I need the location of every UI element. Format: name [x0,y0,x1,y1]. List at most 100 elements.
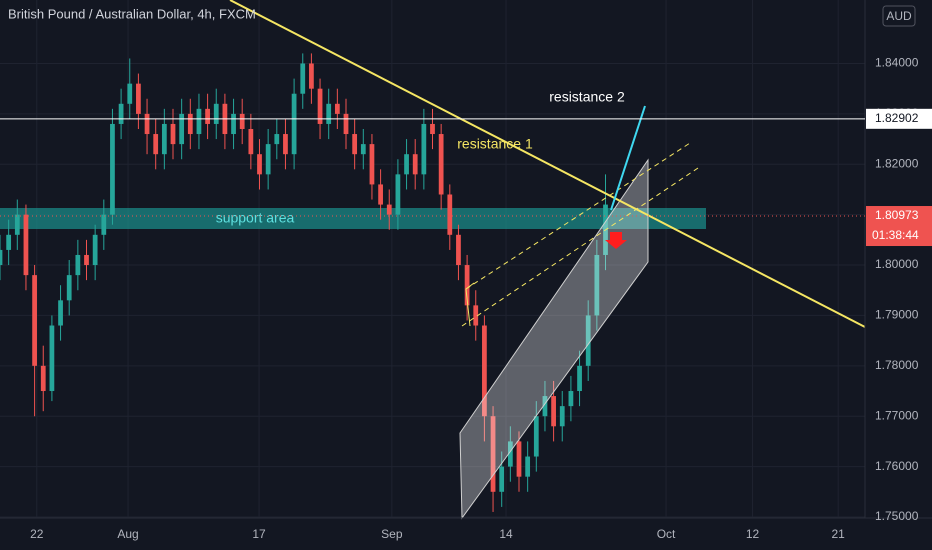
candle-body [430,123,435,135]
candle-body [395,174,401,215]
candle-body [49,325,55,392]
y-tick-label: 1.78000 [875,358,919,372]
candle-body [559,406,565,427]
projection [610,105,646,211]
candle-body [594,254,600,316]
x-tick-label: 22 [30,527,44,541]
candle-body [568,391,574,407]
candle-body [248,128,254,155]
candle-body [447,194,453,235]
candle-body [75,254,81,276]
candle-body [291,93,297,155]
candle-body [464,265,470,306]
candle-body [6,234,12,250]
resistance-1-line [229,0,866,328]
candle-body [438,134,444,195]
candle-body [127,83,133,104]
candle-body [196,108,202,135]
candle-body [58,300,63,326]
x-tick-label: Oct [657,527,676,541]
candle-body [533,416,539,457]
candle-body [490,416,496,492]
candle-body [300,63,306,94]
grid [0,0,865,518]
candle-body [84,254,89,266]
x-tick-label: 14 [499,527,513,541]
candle-body [404,154,409,175]
candle-body [482,325,487,417]
candle-body [525,456,531,477]
x-tick-label: Sep [381,527,403,541]
candle-body [0,249,3,266]
candle-body [118,103,124,124]
y-tick-label: 1.76000 [875,459,919,473]
candle-body [92,234,98,266]
candle-body [205,108,210,124]
candle-body [153,134,159,155]
resistance-2-label: resistance 2 [549,89,625,105]
candle-body [283,134,288,155]
support-zone [0,208,706,229]
candle-body [187,113,193,135]
support-label: support area [216,210,295,226]
candle-body [360,144,366,155]
y-tick-label: 1.80000 [875,257,919,271]
candle-body [110,123,115,215]
candle-body [369,144,375,185]
currency: AUD [886,9,912,23]
candle-body [161,123,167,155]
candle-body [239,113,245,129]
candle-body [412,154,418,175]
x-tick-label: 17 [252,527,266,541]
candle-body [473,305,479,326]
bracket [465,282,475,327]
resistance-1-label: resistance 1 [457,136,533,152]
currency-box[interactable] [882,5,916,27]
candle-body [507,441,513,467]
candle-body [257,154,262,175]
candle-body [40,365,46,392]
candle-body [179,113,185,145]
candle-body [231,113,236,135]
candle-body [309,63,314,89]
candle-body [170,123,176,145]
countdown: 01:38:44 [872,228,919,242]
x-tick-label: 12 [746,527,760,541]
candles [0,53,608,512]
dashed-trend [461,167,699,327]
candle-body [32,275,37,366]
candle-body [577,365,582,392]
y-tick-label: 1.84000 [875,56,919,70]
candle-body [343,113,349,135]
price-axis [865,0,932,550]
candle-body [585,315,591,366]
candle-body [551,396,556,427]
candle-body [516,441,522,477]
candle-body [456,234,461,266]
y-tick-label: 1.82000 [875,156,919,170]
candle-body [378,184,383,205]
channel [459,158,649,520]
candle-body [421,123,427,175]
resistance-price: 1.82902 [875,111,919,125]
price-tag [866,206,932,247]
y-tick-label: 1.77000 [875,408,919,422]
candle-body [213,103,219,124]
candle-body [14,214,20,235]
x-tick-label: 21 [832,527,846,541]
candle-body [66,275,72,301]
candle-body [334,103,340,114]
candle-body [144,113,150,135]
candle-body [265,144,271,175]
y-tick-label: 1.79000 [875,308,919,322]
chart-title: British Pound / Australian Dollar, 4h, F… [8,6,256,21]
price-tag [866,108,932,129]
y-tick-label: 1.75000 [875,509,919,523]
last-price: 1.80973 [875,208,919,222]
candle-body [274,134,280,145]
candle-body [23,214,29,276]
candle-body [499,466,505,492]
x-tick-label: Aug [117,527,138,541]
down-arrow [605,232,627,249]
